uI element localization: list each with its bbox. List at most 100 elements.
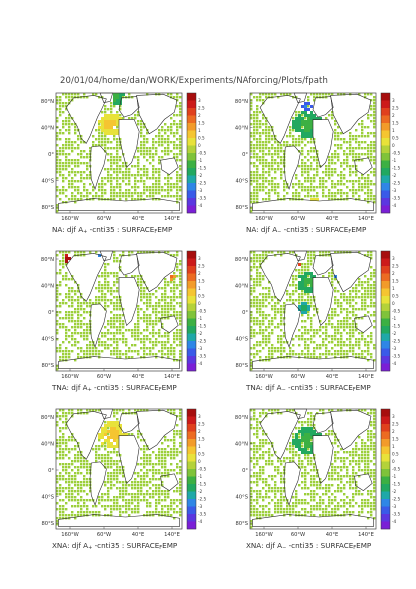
- anomaly-cell: [307, 439, 310, 442]
- ocean-cell: [80, 490, 83, 493]
- ocean-cell: [59, 138, 62, 141]
- ocean-cell: [265, 490, 268, 493]
- ocean-cell: [289, 505, 292, 508]
- ocean-cell: [149, 347, 152, 350]
- ocean-cell: [170, 96, 173, 99]
- ocean-cell: [259, 308, 262, 311]
- ocean-cell: [164, 469, 167, 472]
- ocean-cell: [295, 490, 298, 493]
- ocean-cell: [313, 508, 316, 511]
- ocean-cell: [367, 135, 370, 138]
- ocean-cell: [364, 192, 367, 195]
- ocean-cell: [161, 314, 164, 317]
- anomaly-cell: [104, 430, 107, 433]
- ocean-cell: [349, 341, 352, 344]
- ocean-cell: [158, 186, 161, 189]
- ocean-cell: [325, 168, 328, 171]
- ocean-cell: [370, 502, 373, 505]
- ocean-cell: [65, 427, 68, 430]
- ocean-cell: [250, 132, 253, 135]
- ocean-cell: [253, 147, 256, 150]
- ocean-cell: [62, 448, 65, 451]
- ocean-cell: [277, 490, 280, 493]
- ocean-cell: [101, 135, 104, 138]
- ocean-cell: [265, 442, 268, 445]
- ocean-cell: [271, 409, 274, 412]
- ocean-cell: [119, 183, 122, 186]
- anomaly-cell: [298, 308, 301, 311]
- ocean-cell: [370, 469, 373, 472]
- ocean-cell: [68, 120, 71, 123]
- ocean-cell: [262, 165, 265, 168]
- ocean-cell: [104, 335, 107, 338]
- ocean-cell: [325, 329, 328, 332]
- ocean-cell: [334, 353, 337, 356]
- ocean-cell: [259, 448, 262, 451]
- colorbar-segment: [187, 281, 196, 289]
- ocean-cell: [277, 192, 280, 195]
- ocean-cell: [358, 469, 361, 472]
- ocean-cell: [295, 275, 298, 278]
- ocean-cell: [71, 487, 74, 490]
- ocean-cell: [62, 302, 65, 305]
- ocean-cell: [259, 323, 262, 326]
- ocean-cell: [155, 502, 158, 505]
- ocean-cell: [65, 93, 68, 96]
- anomaly-cell: [110, 445, 113, 448]
- continent-outline: [58, 356, 180, 369]
- ocean-cell: [367, 287, 370, 290]
- ocean-cell: [355, 174, 358, 177]
- ocean-cell: [328, 323, 331, 326]
- ocean-cell: [262, 156, 265, 159]
- ocean-cell: [313, 427, 316, 430]
- ocean-cell: [319, 484, 322, 487]
- ocean-cell: [146, 141, 149, 144]
- ocean-cell: [161, 308, 164, 311]
- ocean-cell: [83, 460, 86, 463]
- colorbar-segment: [187, 521, 196, 530]
- ocean-cell: [373, 99, 376, 102]
- ocean-cell: [116, 147, 119, 150]
- ocean-cell: [310, 296, 313, 299]
- ocean-cell: [298, 511, 301, 514]
- anomaly-cell: [101, 123, 104, 126]
- ocean-cell: [313, 356, 316, 359]
- ocean-cell: [256, 138, 259, 141]
- ocean-cell: [116, 195, 119, 198]
- ocean-cell: [107, 481, 110, 484]
- ocean-cell: [349, 514, 352, 517]
- colorbar-segment: [381, 153, 390, 161]
- ocean-cell: [310, 162, 313, 165]
- ocean-cell: [316, 186, 319, 189]
- ocean-cell: [352, 505, 355, 508]
- ocean-cell: [310, 323, 313, 326]
- ocean-cell: [370, 514, 373, 517]
- ocean-cell: [104, 448, 107, 451]
- ocean-cell: [355, 445, 358, 448]
- ocean-cell: [167, 251, 170, 254]
- ocean-cell: [292, 117, 295, 120]
- ocean-cell: [170, 93, 173, 96]
- colorbar-segment: [381, 168, 390, 176]
- ocean-cell: [110, 189, 113, 192]
- ocean-cell: [256, 195, 259, 198]
- ocean-cell: [164, 496, 167, 499]
- ocean-cell: [250, 278, 253, 281]
- ocean-cell: [355, 284, 358, 287]
- panel-caption: TNA: djf A− -cnti35 : SURFACEFEMP: [246, 383, 371, 393]
- ocean-cell: [250, 362, 253, 365]
- continent-outline: [312, 277, 334, 326]
- colorbar: 32.521.510.50-0.5-1-1.5-2-2.5-3-3.5-4: [186, 408, 207, 530]
- ocean-cell: [253, 129, 256, 132]
- ocean-cell: [337, 484, 340, 487]
- ocean-cell: [262, 514, 265, 517]
- ocean-cell: [149, 338, 152, 341]
- ocean-cell: [146, 335, 149, 338]
- ocean-cell: [149, 314, 152, 317]
- ocean-cell: [167, 332, 170, 335]
- ocean-cell: [370, 180, 373, 183]
- ocean-cell: [98, 287, 101, 290]
- anomaly-cell: [298, 445, 301, 448]
- ocean-cell: [137, 317, 140, 320]
- colorbar-segment: [381, 130, 390, 139]
